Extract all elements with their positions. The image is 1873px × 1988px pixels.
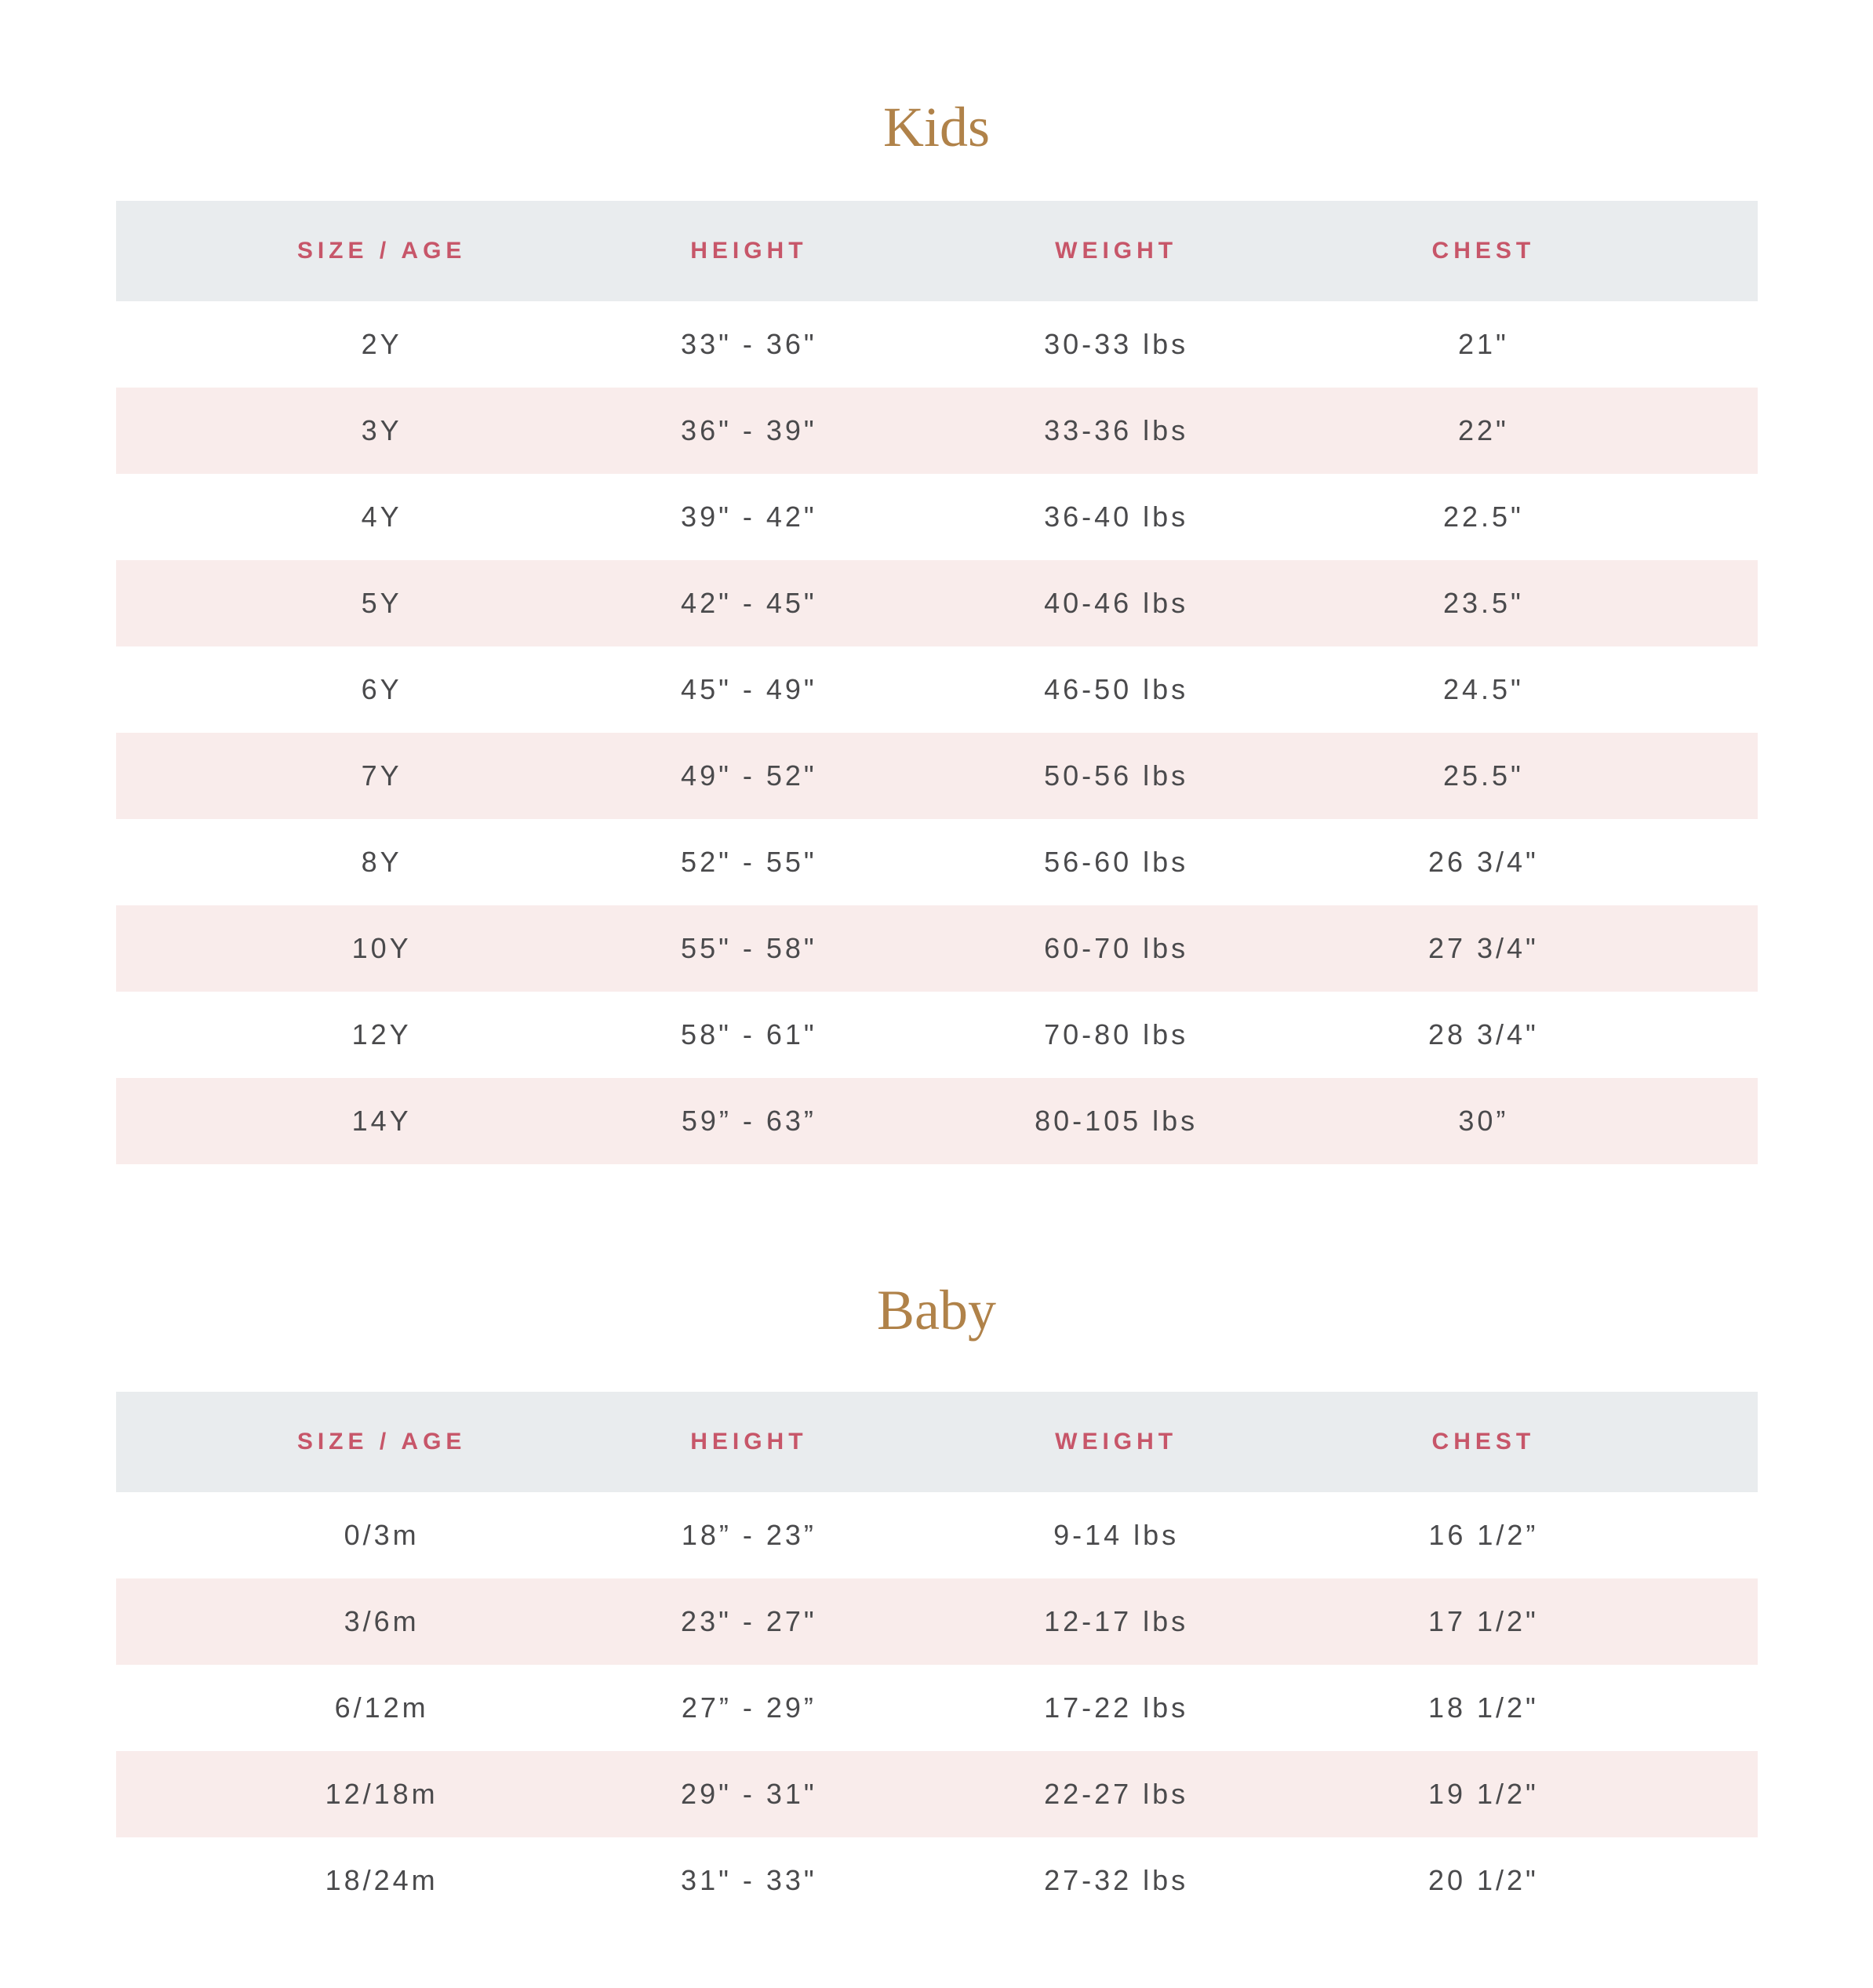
table-cell-height: 42" - 45" <box>681 587 817 619</box>
table-cell-chest: 30” <box>1458 1105 1509 1137</box>
table-cell-chest: 22" <box>1457 414 1509 446</box>
baby-table-body: 0/3m 18” - 23” 9-14 lbs 16 1/2” 3/6m 23" - 27… <box>115 1492 1758 1924</box>
size-chart-page: Kids SIZE / AGE HEIGHT WEIGHT CHEST 2Y 33" -… <box>115 0 1758 1924</box>
table-row: 12/18m 29" - 31" 22-27 lbs 19 1/2" <box>115 1751 1758 1837</box>
column-header-size-age: SIZE / AGE <box>296 238 467 264</box>
table-cell-chest: 19 1/2" <box>1427 1778 1539 1810</box>
table-cell-weight: 17-22 lbs <box>1044 1691 1189 1724</box>
table-cell-chest: 22.5" <box>1442 501 1524 533</box>
table-cell-size-age: 6Y <box>361 673 402 705</box>
table-cell-size-age: 8Y <box>361 846 402 878</box>
table-cell-height: 31" - 33" <box>681 1864 817 1896</box>
table-row: 4Y 39" - 42" 36-40 lbs 22.5" <box>115 474 1758 560</box>
table-cell-weight: 56-60 lbs <box>1044 846 1189 878</box>
table-cell-height: 27” - 29” <box>681 1691 816 1724</box>
table-cell-weight: 80-105 lbs <box>1035 1105 1198 1137</box>
table-cell-weight: 60-70 lbs <box>1044 932 1189 964</box>
baby-section-title: Baby <box>877 1279 996 1342</box>
table-row: 10Y 55" - 58" 60-70 lbs 27 3/4" <box>115 905 1758 992</box>
kids-section: Kids SIZE / AGE HEIGHT WEIGHT CHEST 2Y 33" -… <box>115 96 1758 1164</box>
table-cell-chest: 18 1/2" <box>1427 1691 1539 1724</box>
table-row: 18/24m 31" - 33" 27-32 lbs 20 1/2" <box>115 1837 1758 1924</box>
table-row: 12Y 58" - 61" 70-80 lbs 28 3/4" <box>115 992 1758 1078</box>
table-cell-weight: 27-32 lbs <box>1044 1864 1189 1896</box>
table-cell-height: 18” - 23” <box>681 1519 816 1551</box>
table-row: 3Y 36" - 39" 33-36 lbs 22" <box>115 388 1758 474</box>
table-cell-height: 55" - 58" <box>681 932 817 964</box>
table-cell-height: 29" - 31" <box>681 1778 817 1810</box>
table-cell-weight: 46-50 lbs <box>1044 673 1189 705</box>
table-cell-height: 58" - 61" <box>681 1018 817 1050</box>
column-header-chest: CHEST <box>1431 238 1536 264</box>
table-cell-chest: 23.5" <box>1442 587 1524 619</box>
kids-section-title: Kids <box>882 96 991 158</box>
table-cell-height: 23" - 27" <box>681 1605 817 1637</box>
table-row: 2Y 33" - 36" 30-33 lbs 21" <box>115 301 1758 388</box>
table-cell-size-age: 10Y <box>351 932 412 964</box>
table-cell-size-age: 12/18m <box>325 1778 438 1810</box>
table-cell-height: 59” - 63” <box>681 1105 816 1137</box>
table-cell-weight: 30-33 lbs <box>1044 328 1189 360</box>
table-cell-size-age: 3/6m <box>344 1605 420 1637</box>
table-cell-size-age: 18/24m <box>325 1864 438 1896</box>
table-cell-size-age: 5Y <box>361 587 402 619</box>
column-header-height: HEIGHT <box>690 1429 808 1455</box>
table-cell-size-age: 3Y <box>361 414 402 446</box>
table-row: 5Y 42" - 45" 40-46 lbs 23.5" <box>115 560 1758 646</box>
table-cell-weight: 36-40 lbs <box>1044 501 1189 533</box>
table-cell-weight: 70-80 lbs <box>1044 1018 1189 1050</box>
column-header-weight: WEIGHT <box>1055 1429 1178 1455</box>
table-cell-weight: 33-36 lbs <box>1044 414 1189 446</box>
table-cell-height: 52" - 55" <box>681 846 817 878</box>
kids-table-header-row: SIZE / AGE HEIGHT WEIGHT CHEST <box>115 201 1758 301</box>
table-cell-size-age: 12Y <box>351 1018 412 1050</box>
table-cell-chest: 24.5" <box>1442 673 1524 705</box>
table-row: 0/3m 18” - 23” 9-14 lbs 16 1/2” <box>115 1492 1758 1578</box>
table-row: 3/6m 23" - 27" 12-17 lbs 17 1/2" <box>115 1578 1758 1665</box>
table-cell-weight: 50-56 lbs <box>1044 759 1189 792</box>
kids-size-table: SIZE / AGE HEIGHT WEIGHT CHEST 2Y 33" - 36" 3… <box>115 201 1758 1164</box>
table-cell-height: 45" - 49" <box>681 673 817 705</box>
table-cell-chest: 25.5" <box>1442 759 1524 792</box>
table-cell-height: 39" - 42" <box>681 501 817 533</box>
column-header-size-age: SIZE / AGE <box>296 1429 467 1455</box>
table-cell-chest: 28 3/4" <box>1427 1018 1539 1050</box>
table-row: 6Y 45" - 49" 46-50 lbs 24.5" <box>115 646 1758 733</box>
table-cell-height: 49" - 52" <box>681 759 817 792</box>
table-cell-size-age: 4Y <box>361 501 402 533</box>
table-row: 14Y 59” - 63” 80-105 lbs 30” <box>115 1078 1758 1164</box>
table-cell-chest: 27 3/4" <box>1427 932 1539 964</box>
table-cell-size-age: 7Y <box>361 759 402 792</box>
column-header-weight: WEIGHT <box>1055 238 1178 264</box>
table-cell-size-age: 2Y <box>361 328 402 360</box>
table-cell-weight: 12-17 lbs <box>1044 1605 1189 1637</box>
column-header-chest: CHEST <box>1431 1429 1536 1455</box>
table-cell-height: 36" - 39" <box>681 414 817 446</box>
table-cell-chest: 20 1/2" <box>1427 1864 1539 1896</box>
table-row: 7Y 49" - 52" 50-56 lbs 25.5" <box>115 733 1758 819</box>
table-cell-chest: 21" <box>1457 328 1509 360</box>
table-cell-weight: 9-14 lbs <box>1053 1519 1180 1551</box>
table-cell-size-age: 6/12m <box>334 1691 429 1724</box>
table-row: 6/12m 27” - 29” 17-22 lbs 18 1/2" <box>115 1665 1758 1751</box>
table-cell-chest: 17 1/2" <box>1427 1605 1539 1637</box>
baby-size-table: SIZE / AGE HEIGHT WEIGHT CHEST 0/3m 18” - 23… <box>115 1392 1758 1924</box>
table-row: 8Y 52" - 55" 56-60 lbs 26 3/4" <box>115 819 1758 905</box>
table-cell-size-age: 0/3m <box>344 1519 420 1551</box>
table-cell-chest: 16 1/2” <box>1428 1519 1539 1551</box>
kids-table-body: 2Y 33" - 36" 30-33 lbs 21" 3Y 36" - 39" 33-36 … <box>115 301 1758 1164</box>
table-cell-chest: 26 3/4" <box>1427 846 1539 878</box>
table-cell-weight: 22-27 lbs <box>1044 1778 1189 1810</box>
table-cell-size-age: 14Y <box>351 1105 412 1137</box>
table-cell-height: 33" - 36" <box>681 328 817 360</box>
baby-section: Baby SIZE / AGE HEIGHT WEIGHT CHEST 0/3m 18”… <box>115 1279 1758 1924</box>
column-header-height: HEIGHT <box>690 238 808 264</box>
table-cell-weight: 40-46 lbs <box>1044 587 1189 619</box>
baby-table-header-row: SIZE / AGE HEIGHT WEIGHT CHEST <box>115 1392 1758 1492</box>
